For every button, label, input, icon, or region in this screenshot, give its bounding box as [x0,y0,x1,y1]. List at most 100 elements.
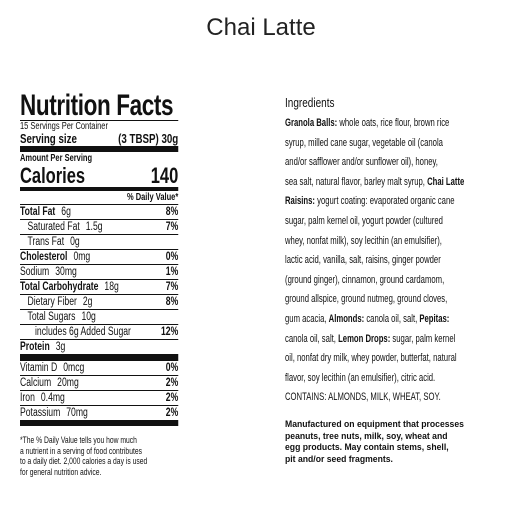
nutrient-row: Protein 3g [20,339,179,354]
thick-bar [20,146,179,152]
calories: 140 [150,163,179,188]
manufacturing-line: egg products. May contain stems, shell, [285,442,449,453]
nutrient-row: Iron 0.4mg 2% [20,390,179,405]
nutrient-row: Total Carbohydrate 18g 7% [20,279,179,294]
ingredient-text: gum acacia, [285,312,329,325]
ingredient-text: lactic acid, vanilla, salt, raisins, gin… [285,254,441,267]
nutrient-label: Cholesterol [20,251,68,263]
ingredient-group: Almonds: [328,312,365,325]
nutrient-label: Sodium [20,266,50,278]
footnote: *The % Daily Value tells you how much a n… [20,435,178,477]
ingredient-text: ground allspice, ground nutmeg, ground c… [285,293,448,306]
nutrient-label: Dietary Fiber [27,296,77,308]
ingredients-line: whey, nonfat milk), soy lecithin (an emu… [285,232,464,252]
calories-row: Calories 140 [20,164,178,187]
daily-value-header: % Daily Value* [126,192,179,203]
nutrient-amount: 0mcg [63,362,85,374]
rule [20,120,179,121]
footnote-line: *The % Daily Value tells you how much [20,435,137,445]
nutrition-heading: Nutrition Facts [20,89,174,122]
nutrient-amount: 20mg [57,377,79,389]
nutrient-row: Dietary Fiber 2g 8% [20,294,179,309]
thick-bar [20,354,179,360]
calories-label: Calories [20,163,86,188]
ingredients-line: flavor, soy lecithin (an emulsifier), ci… [285,369,464,389]
daily-value: 2% [165,377,179,389]
ingredient-text: (ground ginger), cinnamon, ground cardam… [285,273,445,286]
ingredients-line: syrup, milled cane sugar, vegetable oil … [285,134,464,154]
nutrient-amount: 0g [70,236,80,248]
nutrient-amount: 0mg [73,251,91,263]
ingredients-line: Granola Balls: whole oats, rice flour, b… [285,114,464,134]
nutrient-label: Vitamin D [20,362,58,374]
daily-value: 0% [165,251,179,263]
daily-value: 7% [165,281,179,293]
nutrient-label: Total Sugars [27,311,76,323]
nutrient-row: Saturated Fat 1.5g 7% [20,219,179,234]
servings: 15 Servings Per Container [20,121,108,132]
ingredients-title: Ingredients [285,96,335,110]
micronutrient-rows: Vitamin D 0mcg 0% Calcium 20mg 2% Iron 0.4mg 2% P… [20,360,179,420]
nutrient-row: Total Fat 6g 8% [20,204,179,219]
medium-bar [20,187,179,191]
ingredient-text: whole oats, rice flour, brown rice [337,117,450,129]
ingredients-line: oil, nonfat dry milk, whey powder, butte… [285,349,464,369]
ingredient-text: syrup, milled cane sugar, vegetable oil … [285,136,443,149]
daily-value: 7% [165,221,179,233]
ingredient-text: sugar, palm kernel oil, yogurt powder (c… [285,214,443,227]
nutrient-amount: 6g [61,206,71,218]
nutrient-row: Sodium 30mg 1% [20,264,179,279]
serving-size-label: Serving size [20,131,77,146]
nutrient-amount: 2g [82,296,93,308]
ingredients-line: Raisins: yogurt coating: evaporated orga… [285,192,464,212]
ingredients-line: CONTAINS: ALMONDS, MILK, WHEAT, SOY. [285,388,464,408]
daily-value: 2% [165,407,179,419]
nutrient-row: Vitamin D 0mcg 0% [20,360,179,375]
ingredient-group: Lemon Drops: [338,332,391,345]
nutrient-amount: 1.5g [85,221,103,233]
nutrient-label: Potassium [20,407,61,419]
ingredient-text: sugar, palm kernel [390,332,456,345]
daily-value: 2% [165,392,179,404]
ingredient-text: and/or safflower and/or sunflower oil), … [285,156,438,169]
ingredient-group: Chai Latte [427,175,465,188]
daily-value: 8% [165,206,179,218]
nutrition-facts-panel: Nutrition Facts 15 Servings Per Containe… [20,89,179,477]
nutrient-amount: 18g [104,281,119,293]
footnote-line: for general nutrition advice. [20,466,102,477]
footnote-line: a nutrient in a serving of food contribu… [20,445,142,456]
ingredient-text: sea salt, natural flavor, barley malt sy… [285,175,428,188]
ingredients-line: lactic acid, vanilla, salt, raisins, gin… [285,251,464,271]
ingredient-group: Pepitas: [419,312,450,325]
nutrient-row: Calcium 20mg 2% [20,375,179,390]
ingredient-text: CONTAINS: ALMONDS, MILK, WHEAT, SOY. [285,391,441,404]
ingredients-line: canola oil, salt, Lemon Drops: sugar, pa… [285,330,464,350]
ingredients-text: Granola Balls: whole oats, rice flour, b… [285,114,464,408]
ingredient-text: whey, nonfat milk), soy lecithin (an emu… [285,234,442,247]
nutrient-label: Trans Fat [27,236,65,248]
serving-size-row: Serving size (3 TBSP) 30g [20,132,178,146]
manufacturing-line: peanuts, tree nuts, milk, soy, wheat and [285,430,448,442]
title: Chai Latte [206,14,316,41]
nutrient-amount: 3g [55,341,66,353]
nutrient-amount: 70mg [66,407,88,419]
nutrient-amount: 0.4mg [40,392,65,404]
ingredient-group: Granola Balls: [285,117,338,129]
nutrient-row: Potassium 70mg 2% [20,405,179,420]
serving-size: (3 TBSP) 30g [118,131,179,146]
daily-value: 8% [165,296,179,308]
ingredients-line: gum acacia, Almonds: canola oil, salt, P… [285,310,464,330]
nutrient-row: Cholesterol 0mg 0% [20,249,179,264]
nutrient-label: Calcium [20,377,52,389]
nutrient-row: includes 6g Added Sugar 12% [20,324,179,339]
ingredients-line: sugar, palm kernel oil, yogurt powder (c… [285,212,464,232]
nutrient-row: Trans Fat 0g [20,234,179,249]
ingredient-group: Raisins: [285,195,315,208]
nutrient-amount: 30mg [55,266,77,278]
nutrient-label: Total Carbohydrate [20,281,99,293]
manufacturing-line: Manufactured on equipment that processes [285,419,464,430]
nutrient-label: Total Fat [20,206,56,218]
thick-bar [20,420,179,426]
manufacturing-line: pit and/or seed fragments. [285,453,393,465]
